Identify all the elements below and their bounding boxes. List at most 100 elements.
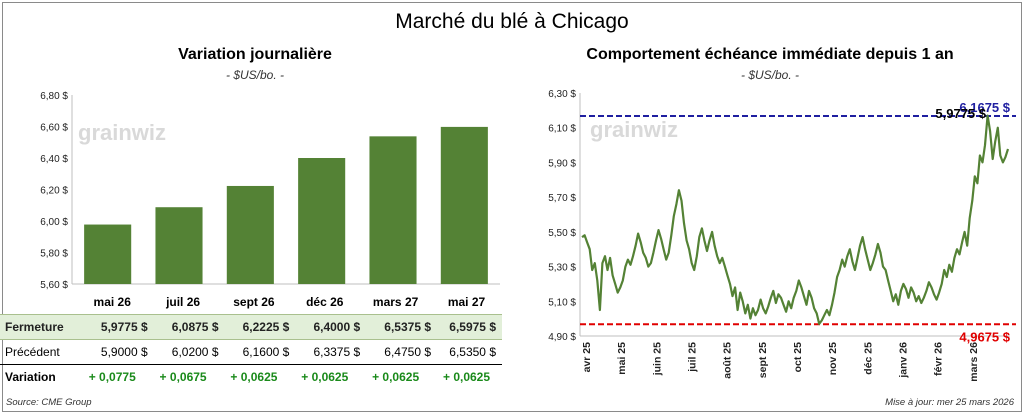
cell-value: 6,0200 xyxy=(171,345,209,359)
price-series-line xyxy=(581,114,1010,325)
y-tick-label: 6,00 $ xyxy=(40,217,68,228)
cell-unit: $ xyxy=(489,345,496,359)
x-tick-label: mars 26 xyxy=(968,342,980,382)
cell-value: 6,3375 xyxy=(313,345,351,359)
x-tick-label: févr 26 xyxy=(933,342,945,376)
source-note: Source: CME Group xyxy=(6,397,92,408)
y-tick-label: 6,40 $ xyxy=(40,154,68,165)
y-tick-label: 5,70 $ xyxy=(548,193,576,204)
table-row-previous: Précédent 5,9000 $ 6,0200 $ 6,1600 $ 6,3… xyxy=(0,339,502,365)
y-tick-label: 6,10 $ xyxy=(548,124,576,135)
y-tick-label: 5,10 $ xyxy=(548,297,576,308)
table-cell: 5,9000 $ xyxy=(76,339,148,365)
cell-unit: $ xyxy=(424,345,432,359)
y-tick-label: 5,50 $ xyxy=(548,228,576,239)
last-value-label: 5,9775 $ xyxy=(935,106,986,121)
cell-unit: $ xyxy=(282,320,290,334)
line-chart: grainwiz 4,90 $ 5,10 $ 5,30 $ 5,50 $ 5,70 $ 5,… xyxy=(548,89,1016,382)
high-value-label: 6,1675 $ xyxy=(959,100,1010,115)
cell-value: 6,5375 xyxy=(384,320,421,334)
table-cell: 5,9775 $ xyxy=(76,314,148,340)
cell-value: 6,4750 xyxy=(384,345,421,359)
table-cell: + 0,0775 xyxy=(88,370,136,384)
cell-unit: $ xyxy=(140,345,148,359)
table-cell: 6,5975 $ xyxy=(431,314,502,340)
cell-unit: $ xyxy=(211,345,219,359)
table-cell: 6,0875 $ xyxy=(147,314,219,340)
bar xyxy=(440,126,488,284)
bar-chart: grainwiz 5,60 $ 5,80 $ 6,00 $ 6,20 $ 6,40 $ 6,… xyxy=(40,91,500,291)
x-tick-label: juin 25 xyxy=(651,342,663,376)
cell-unit: $ xyxy=(211,320,219,334)
x-tick-label: janv 26 xyxy=(898,342,910,379)
watermark-logo: grainwiz xyxy=(590,117,678,142)
table-cell: + 0,0625 xyxy=(301,370,349,384)
cell-unit: $ xyxy=(489,320,496,334)
line-chart-units: - $US/bo. - xyxy=(740,68,800,82)
row-label: Fermeture xyxy=(0,314,77,340)
x-tick-label: sept 25 xyxy=(757,342,769,378)
col-header: mai 26 xyxy=(93,295,131,309)
y-tick-label: 6,30 $ xyxy=(548,89,576,100)
table-cell: 6,4750 $ xyxy=(360,339,432,365)
table-row-variation: Variation + 0,0775 + 0,0675 + 0,0625 + 0… xyxy=(0,365,502,390)
table-cell: 6,5375 $ xyxy=(360,314,432,340)
y-tick-label: 4,90 $ xyxy=(548,332,576,343)
bar xyxy=(155,207,203,284)
y-tick-label: 5,80 $ xyxy=(40,249,68,260)
table-cell: 6,3375 $ xyxy=(289,339,361,365)
x-tick-label: mai 25 xyxy=(616,342,628,375)
y-tick-label: 6,60 $ xyxy=(40,123,68,134)
cell-value: 5,9000 xyxy=(100,345,138,359)
bar xyxy=(369,136,417,284)
line-chart-title: Comportement échéance immédiate depuis 1… xyxy=(586,46,954,63)
cell-unit: $ xyxy=(353,320,361,334)
low-value-label: 4,9675 $ xyxy=(959,329,1010,344)
row-label: Variation xyxy=(5,370,56,384)
col-header: mars 27 xyxy=(372,295,419,309)
x-tick-label: août 25 xyxy=(722,342,734,379)
cell-value: 6,2225 xyxy=(242,320,280,334)
y-tick-label: 5,60 $ xyxy=(40,280,68,291)
table-cell: 6,5350 $ xyxy=(431,339,502,365)
bar xyxy=(226,185,274,284)
x-tick-label: déc 25 xyxy=(862,342,874,375)
table-header-row: mai 26 juil 26 sept 26 déc 26 mars 27 ma… xyxy=(0,290,502,315)
bar xyxy=(84,224,132,284)
bar-chart-units: - $US/bo. - xyxy=(225,68,285,82)
col-header: sept 26 xyxy=(233,295,275,309)
bar-chart-title: Variation journalière xyxy=(178,46,332,63)
cell-unit: $ xyxy=(424,320,432,334)
table-row-close: Fermeture 5,9775 $ 6,0875 $ 6,2225 $ 6,4… xyxy=(0,314,502,340)
table-cell: + 0,0625 xyxy=(442,370,491,384)
table-cell: + 0,0675 xyxy=(159,370,207,384)
table-corner xyxy=(0,290,77,315)
cell-unit: $ xyxy=(282,345,290,359)
watermark-logo: grainwiz xyxy=(78,120,166,145)
col-header: juil 26 xyxy=(166,295,201,309)
bar xyxy=(298,158,346,284)
table-cell: 6,2225 $ xyxy=(218,314,290,340)
col-header: déc 26 xyxy=(306,295,344,309)
cell-value: 6,0875 xyxy=(171,320,209,334)
table-cell: + 0,0625 xyxy=(230,370,278,384)
main-title: Marché du blé à Chicago xyxy=(395,10,629,33)
contracts-table: mai 26 juil 26 sept 26 déc 26 mars 27 ma… xyxy=(0,290,502,389)
table-cell: + 0,0625 xyxy=(372,370,420,384)
table-cell: 6,4000 $ xyxy=(289,314,361,340)
update-note: Mise à jour: mer 25 mars 2026 xyxy=(885,397,1014,408)
cell-value: 6,5350 xyxy=(449,345,486,359)
y-tick-label: 5,30 $ xyxy=(548,263,576,274)
x-tick-label: juil 25 xyxy=(687,342,699,373)
x-tick-label: nov 25 xyxy=(827,342,839,375)
y-tick-label: 6,20 $ xyxy=(40,186,68,197)
cell-unit: $ xyxy=(353,345,361,359)
table-cell: 6,1600 $ xyxy=(218,339,290,365)
x-tick-label: avr 25 xyxy=(581,342,593,373)
y-tick-label: 5,90 $ xyxy=(548,158,576,169)
cell-value: 6,5975 xyxy=(449,320,486,334)
cell-value: 6,4000 xyxy=(313,320,351,334)
table-cell: 6,0200 $ xyxy=(147,339,219,365)
y-tick-label: 6,80 $ xyxy=(40,91,68,102)
row-label: Précédent xyxy=(0,339,77,365)
